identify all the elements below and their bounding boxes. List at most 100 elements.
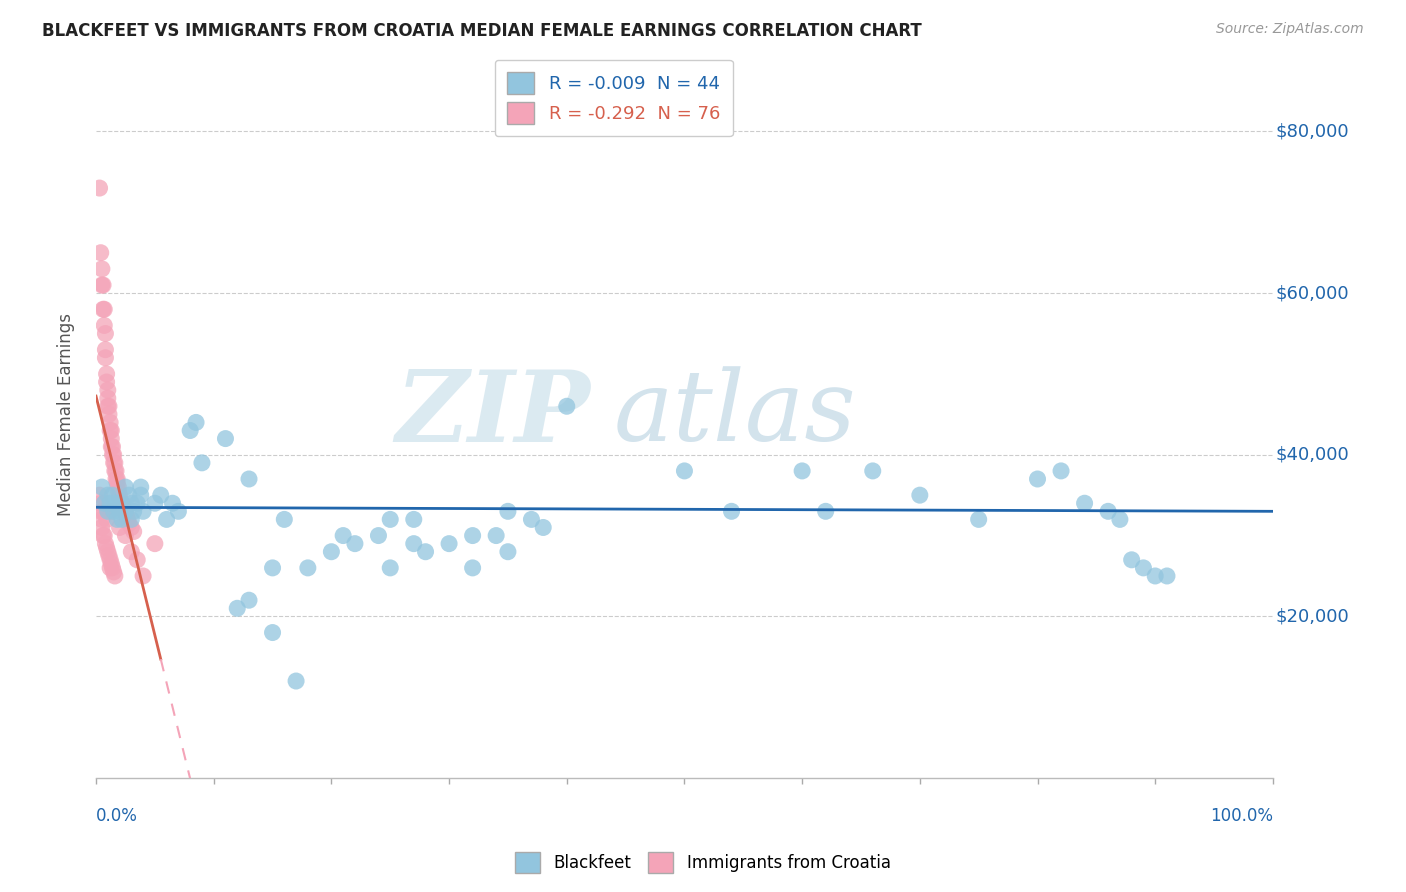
- Point: [91, 278, 114, 293]
- Point: [101, 488, 124, 502]
- Point: [98, 424, 121, 438]
- Point: [1050, 464, 1073, 478]
- Text: 100.0%: 100.0%: [1211, 807, 1272, 825]
- Point: [90, 496, 112, 510]
- Point: [100, 557, 122, 571]
- Point: [402, 512, 425, 526]
- Point: [103, 504, 125, 518]
- Point: [97, 545, 120, 559]
- Point: [156, 512, 179, 526]
- Point: [792, 464, 814, 478]
- Point: [162, 496, 184, 510]
- Point: [104, 464, 127, 478]
- Point: [97, 504, 120, 518]
- Point: [93, 496, 115, 510]
- Point: [90, 504, 112, 518]
- Point: [367, 528, 389, 542]
- Point: [132, 569, 155, 583]
- Point: [1156, 569, 1178, 583]
- Point: [93, 528, 115, 542]
- Point: [94, 326, 117, 341]
- Point: [120, 496, 142, 510]
- Point: [114, 504, 136, 518]
- Point: [105, 496, 128, 510]
- Legend: Blackfeet, Immigrants from Croatia: Blackfeet, Immigrants from Croatia: [509, 846, 897, 880]
- Point: [814, 504, 837, 518]
- Text: ZIP: ZIP: [395, 366, 591, 463]
- Point: [496, 504, 519, 518]
- Point: [90, 245, 112, 260]
- Point: [110, 496, 132, 510]
- Point: [129, 488, 152, 502]
- Point: [101, 561, 124, 575]
- Point: [94, 343, 117, 357]
- Point: [115, 508, 138, 523]
- Point: [461, 561, 484, 575]
- Point: [273, 512, 295, 526]
- Point: [143, 536, 166, 550]
- Point: [105, 472, 128, 486]
- Point: [94, 351, 117, 365]
- Point: [90, 261, 112, 276]
- Text: BLACKFEET VS IMMIGRANTS FROM CROATIA MEDIAN FEMALE EARNINGS CORRELATION CHART: BLACKFEET VS IMMIGRANTS FROM CROATIA MED…: [42, 22, 922, 40]
- Point: [132, 504, 155, 518]
- Text: $60,000: $60,000: [1275, 285, 1348, 302]
- Point: [114, 528, 136, 542]
- Point: [179, 424, 201, 438]
- Point: [461, 528, 484, 542]
- Point: [332, 528, 354, 542]
- Point: [114, 480, 136, 494]
- Point: [89, 181, 111, 195]
- Point: [343, 536, 366, 550]
- Point: [129, 480, 152, 494]
- Point: [908, 488, 931, 502]
- Point: [1026, 472, 1049, 486]
- Text: 0.0%: 0.0%: [96, 807, 138, 825]
- Point: [107, 480, 129, 494]
- Point: [108, 520, 131, 534]
- Point: [127, 553, 149, 567]
- Point: [1097, 504, 1119, 518]
- Point: [1073, 496, 1095, 510]
- Point: [112, 504, 135, 518]
- Point: [97, 408, 120, 422]
- Point: [105, 512, 128, 526]
- Point: [97, 391, 120, 405]
- Point: [120, 520, 142, 534]
- Point: [184, 416, 207, 430]
- Point: [496, 545, 519, 559]
- Point: [112, 500, 135, 515]
- Point: [98, 416, 121, 430]
- Text: $40,000: $40,000: [1275, 446, 1348, 464]
- Point: [191, 456, 214, 470]
- Point: [97, 488, 120, 502]
- Point: [262, 625, 284, 640]
- Text: $20,000: $20,000: [1275, 607, 1348, 625]
- Point: [96, 512, 118, 526]
- Point: [531, 520, 554, 534]
- Point: [117, 512, 139, 526]
- Point: [90, 512, 112, 526]
- Text: $80,000: $80,000: [1275, 122, 1348, 141]
- Point: [118, 516, 141, 531]
- Point: [143, 496, 166, 510]
- Point: [111, 512, 134, 526]
- Point: [98, 504, 121, 518]
- Point: [1144, 569, 1167, 583]
- Text: atlas: atlas: [614, 367, 856, 462]
- Point: [862, 464, 884, 478]
- Point: [415, 545, 437, 559]
- Point: [120, 512, 142, 526]
- Point: [262, 561, 284, 575]
- Point: [90, 278, 112, 293]
- Point: [97, 383, 120, 397]
- Point: [96, 367, 118, 381]
- Point: [285, 673, 308, 688]
- Point: [114, 504, 136, 518]
- Point: [555, 399, 578, 413]
- Point: [226, 601, 249, 615]
- Point: [720, 504, 742, 518]
- Point: [120, 545, 142, 559]
- Point: [167, 504, 190, 518]
- Point: [93, 302, 115, 317]
